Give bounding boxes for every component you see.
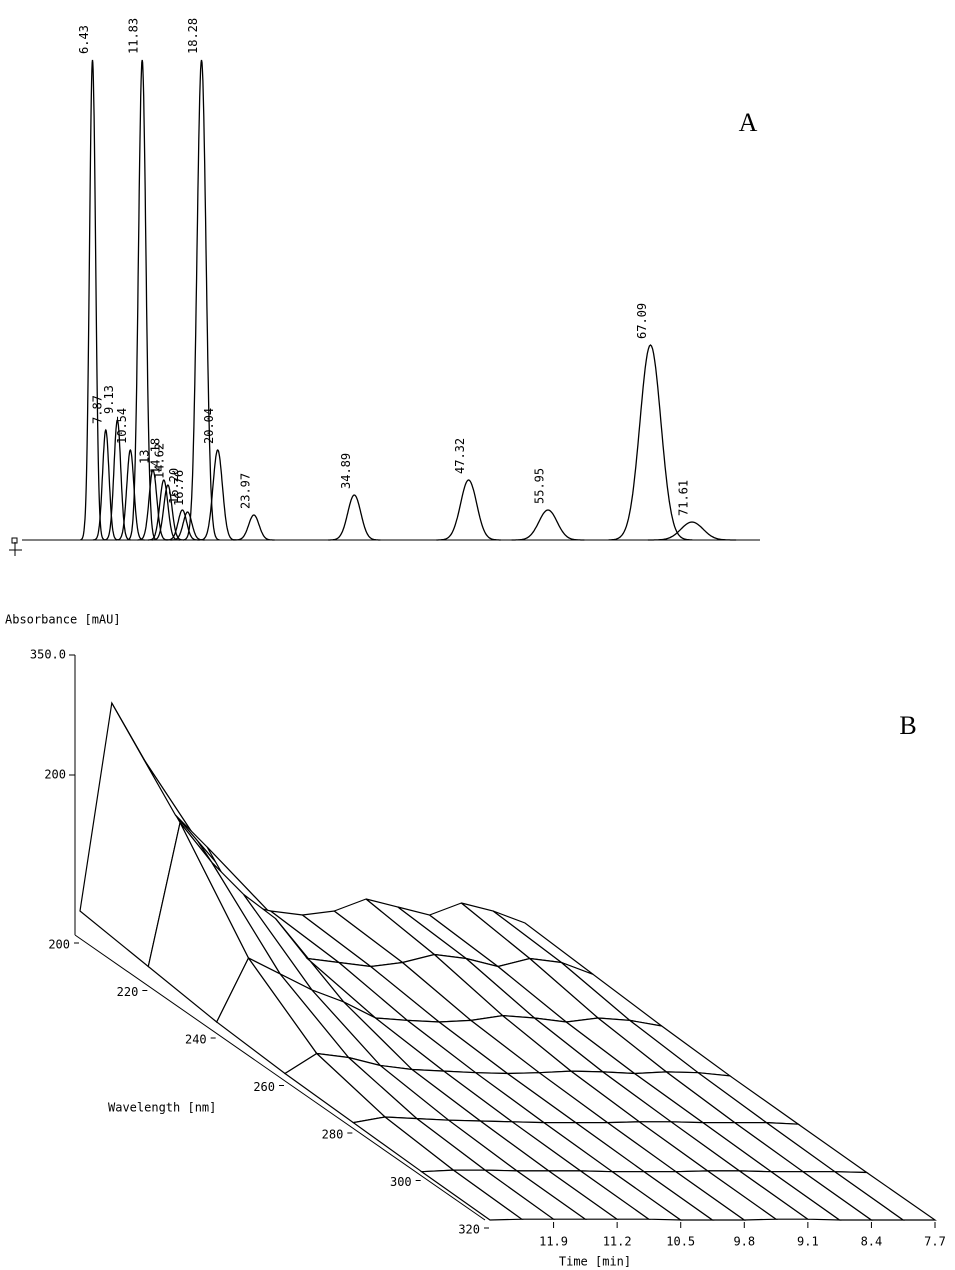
wavelength-tick-label: 220: [117, 985, 139, 999]
peak-label: 16.20: [167, 468, 181, 504]
peak: [103, 418, 132, 541]
peak-label: 16.76: [172, 470, 186, 506]
wavelength-axis-label: Wavelength [nm]: [108, 1101, 216, 1115]
peak: [183, 59, 220, 541]
wavelength-tick-label: 300: [390, 1175, 412, 1189]
wavelength-tick-label: 200: [48, 938, 70, 952]
peak-label: 34.89: [339, 453, 353, 489]
time-tick-label: 10.5: [666, 1235, 695, 1249]
peak: [80, 59, 105, 541]
wavelength-tick-label: 240: [185, 1033, 207, 1047]
peak: [147, 479, 180, 541]
peak: [233, 514, 275, 541]
time-axis-label: Time [min]: [559, 1255, 631, 1269]
time-tick-label: 11.2: [603, 1235, 632, 1249]
time-tick-label: 9.8: [733, 1235, 755, 1249]
peak: [116, 449, 145, 541]
peak: [170, 511, 205, 541]
peak-label: 10.54: [115, 408, 129, 444]
peak: [151, 484, 184, 541]
peak: [198, 449, 237, 541]
start-marker: [9, 537, 22, 556]
peak-label: 9.13: [102, 385, 116, 414]
peak-label: 14.62: [152, 443, 166, 479]
peak-label: 55.95: [532, 468, 546, 504]
peak-label: 6.43: [77, 25, 91, 54]
wavelength-tick-label: 260: [253, 1080, 275, 1094]
peak: [165, 509, 200, 541]
peak: [436, 479, 501, 541]
wavelength-tick-label: 280: [322, 1128, 344, 1142]
peak-label: 14.18: [148, 438, 162, 474]
peak: [511, 509, 585, 541]
peak: [647, 521, 737, 541]
panel-label: B: [899, 711, 916, 740]
peak-label: 71.61: [677, 480, 691, 516]
wavelength-tick-label: 320: [458, 1223, 480, 1237]
panel-label: A: [739, 108, 758, 137]
peak: [137, 469, 169, 541]
z-axis-label: Absorbance [mAU]: [5, 613, 121, 627]
peak-label: 20.04: [202, 408, 216, 444]
time-tick-label: 8.4: [861, 1235, 883, 1249]
time-tick-label: 11.9: [539, 1235, 568, 1249]
floor-edge: [74, 934, 486, 1221]
peak: [328, 494, 381, 541]
peak-label: 18.28: [186, 18, 200, 54]
time-tick-label: 7.7: [924, 1235, 946, 1249]
time-tick-label: 9.1: [797, 1235, 819, 1249]
peak-label: 47.32: [453, 438, 467, 474]
peak: [608, 344, 693, 541]
peak: [127, 59, 157, 541]
peak-label: 7.87: [90, 395, 104, 424]
peak-label: 67.09: [635, 303, 649, 339]
surface-cell: [832, 1171, 937, 1221]
z-tick-label: 200: [44, 768, 66, 782]
peak: [92, 428, 119, 541]
peak-label: 23.97: [238, 473, 252, 509]
peak-label: 13: [137, 450, 151, 464]
z-tick-label: 350.0: [30, 648, 66, 662]
peak-label: 11.83: [127, 18, 141, 54]
